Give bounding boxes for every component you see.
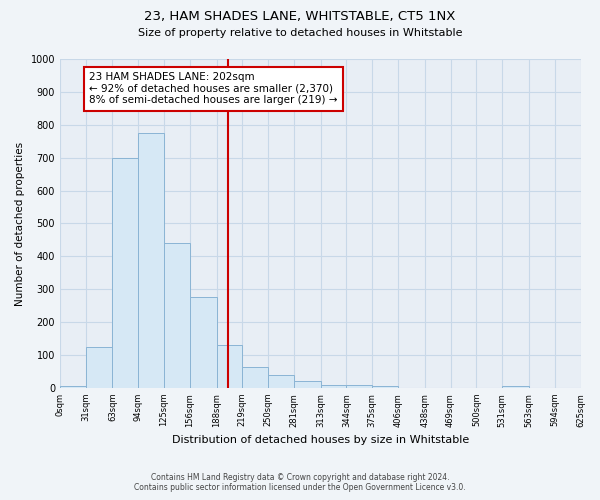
Bar	[60, 386, 86, 388]
Y-axis label: Number of detached properties: Number of detached properties	[15, 142, 25, 306]
Bar	[138, 133, 164, 388]
X-axis label: Distribution of detached houses by size in Whitstable: Distribution of detached houses by size …	[172, 435, 469, 445]
Text: Contains HM Land Registry data © Crown copyright and database right 2024.
Contai: Contains HM Land Registry data © Crown c…	[134, 473, 466, 492]
Bar	[268, 375, 294, 388]
Bar	[502, 386, 529, 388]
Bar	[190, 298, 217, 388]
Bar	[217, 345, 242, 388]
Bar	[242, 366, 268, 388]
Text: Size of property relative to detached houses in Whitstable: Size of property relative to detached ho…	[138, 28, 462, 38]
Bar	[294, 382, 320, 388]
Bar	[112, 158, 138, 388]
Bar	[346, 384, 372, 388]
Text: 23, HAM SHADES LANE, WHITSTABLE, CT5 1NX: 23, HAM SHADES LANE, WHITSTABLE, CT5 1NX	[145, 10, 455, 23]
Bar	[372, 386, 398, 388]
Text: 23 HAM SHADES LANE: 202sqm
← 92% of detached houses are smaller (2,370)
8% of se: 23 HAM SHADES LANE: 202sqm ← 92% of deta…	[89, 72, 338, 106]
Bar	[320, 384, 346, 388]
Bar	[86, 347, 112, 388]
Bar	[164, 243, 190, 388]
